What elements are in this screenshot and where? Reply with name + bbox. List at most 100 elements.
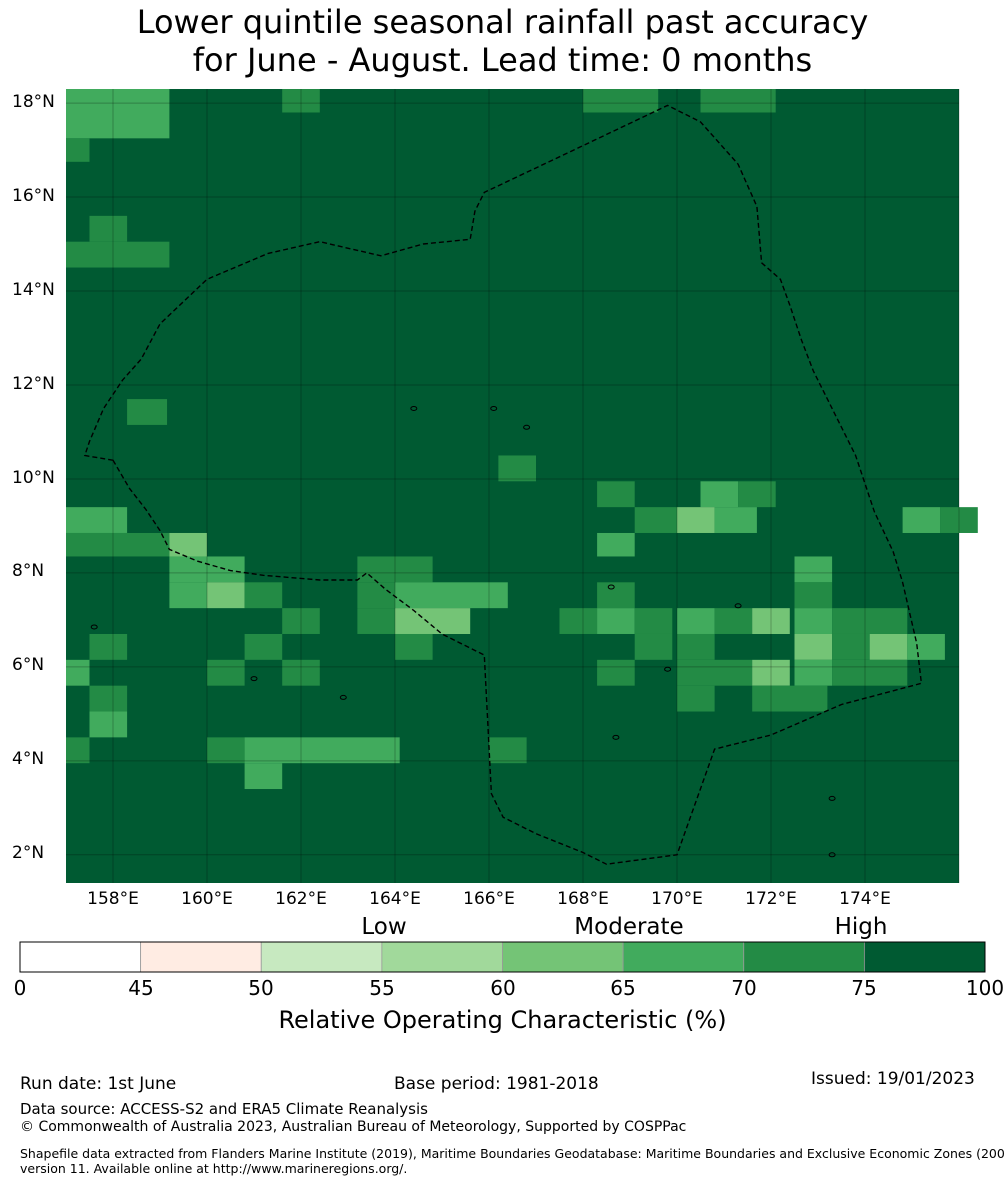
colorbar-tick-100: 100 — [965, 976, 1005, 1000]
map-title-line-2: for June - August. Lead time: 0 months — [192, 41, 813, 79]
grid-cell — [207, 659, 245, 686]
lat-label-12n: 12°N — [12, 374, 55, 394]
grid-cell — [89, 685, 128, 712]
island-outline — [250, 676, 258, 682]
grid-cell — [869, 633, 908, 660]
grid-cell — [66, 532, 170, 557]
grid-cell — [89, 215, 128, 242]
map-title-line-1: Lower quintile seasonal rainfall past ac… — [136, 3, 869, 41]
colorbar-bin — [863, 941, 986, 973]
island-outline — [607, 584, 615, 590]
colorbar-bin — [260, 941, 383, 973]
lat-label-8n: 8°N — [12, 561, 45, 581]
colorbar-tick-60: 60 — [490, 976, 516, 1000]
grid-cell — [66, 241, 170, 268]
lat-label-6n: 6°N — [12, 655, 45, 675]
grid-cell — [489, 737, 527, 764]
grid-cell — [677, 608, 715, 634]
grid-cell — [66, 138, 90, 162]
grid-cell — [244, 582, 283, 609]
colorbar-bin — [502, 941, 624, 973]
map-area — [66, 89, 978, 883]
colorbar-bin — [381, 941, 503, 973]
grid-cell — [498, 455, 536, 482]
grid-cell — [714, 507, 757, 533]
grid-cell — [597, 582, 635, 609]
lon-label-170e: 170°E — [651, 889, 703, 909]
grid-cell — [357, 608, 395, 634]
copyright: © Commonwealth of Australia 2023, Austra… — [20, 1119, 687, 1135]
grid-cell — [66, 737, 90, 764]
grid-cell — [127, 399, 168, 425]
grid-cell — [634, 608, 673, 634]
colorbar-tick-65: 65 — [610, 976, 636, 1000]
colorbar-bin — [19, 941, 142, 973]
colorbar — [19, 941, 986, 973]
grid-cell — [282, 608, 320, 634]
grid-cell — [282, 659, 320, 686]
base-period: Base period: 1981-2018 — [394, 1074, 599, 1094]
grid-cell — [752, 685, 828, 712]
grid-cell — [395, 608, 471, 634]
grid-cell — [559, 608, 598, 634]
colorbar-tick-45: 45 — [128, 976, 154, 1000]
island-outline — [664, 666, 672, 672]
island-outline — [734, 603, 742, 609]
grid-cell — [677, 633, 715, 660]
colorbar-tick-75: 75 — [851, 976, 877, 1000]
island-outline — [339, 694, 347, 700]
grid-cell — [832, 633, 870, 660]
island-outline — [90, 624, 98, 630]
lat-label-14n: 14°N — [12, 280, 55, 300]
lat-label-18n: 18°N — [12, 92, 55, 112]
grid-cell — [66, 507, 128, 533]
grid-cell — [597, 481, 635, 508]
lon-label-160e: 160°E — [181, 889, 233, 909]
colorbar-bin — [140, 941, 262, 973]
grid-cell — [794, 582, 833, 609]
grid-cell — [794, 608, 833, 634]
grid-cell — [169, 532, 207, 557]
grid-cell — [752, 659, 790, 686]
grid-cell — [597, 659, 635, 686]
colorbar-bin — [622, 941, 745, 973]
island-outline — [490, 405, 498, 411]
grid-cell — [634, 507, 677, 533]
eez-boundary — [83, 104, 923, 865]
colorbar-frame — [19, 941, 986, 973]
lat-label-10n: 10°N — [12, 468, 55, 488]
grid-cell — [597, 608, 635, 634]
grid-cell — [357, 582, 395, 609]
lon-label-168e: 168°E — [557, 889, 609, 909]
lon-label-174e: 174°E — [839, 889, 891, 909]
grid-cell — [700, 481, 739, 508]
grid-cell — [940, 507, 978, 533]
grid-cell — [597, 532, 635, 557]
grid-cell — [395, 633, 433, 660]
lon-label-172e: 172°E — [745, 889, 797, 909]
island-outline — [612, 734, 620, 740]
grid-cell — [752, 608, 790, 634]
grid-cell — [357, 556, 433, 583]
grid-cell — [832, 659, 908, 686]
grid-cell — [169, 582, 207, 609]
grid-cell — [902, 507, 941, 533]
grid-cell — [677, 659, 753, 686]
island-outline — [828, 795, 836, 801]
grid-cell — [794, 556, 833, 583]
class-label-high: High — [834, 914, 888, 940]
grid-cell — [395, 582, 508, 609]
grid-cell — [66, 659, 90, 686]
grid-cell — [207, 737, 245, 764]
grid-cell — [832, 608, 908, 634]
colorbar-label: Relative Operating Characteristic (%) — [278, 1006, 727, 1034]
grid-cell — [66, 89, 170, 139]
grid-cell — [244, 763, 283, 790]
lon-label-158e: 158°E — [87, 889, 139, 909]
shapefile-credit-line-1: Shapefile data extracted from Flanders M… — [20, 1146, 1005, 1161]
colorbar-tick-50: 50 — [248, 976, 274, 1000]
grid-cell — [207, 582, 245, 609]
grid-cell — [677, 507, 715, 533]
grid-cell — [634, 633, 673, 660]
